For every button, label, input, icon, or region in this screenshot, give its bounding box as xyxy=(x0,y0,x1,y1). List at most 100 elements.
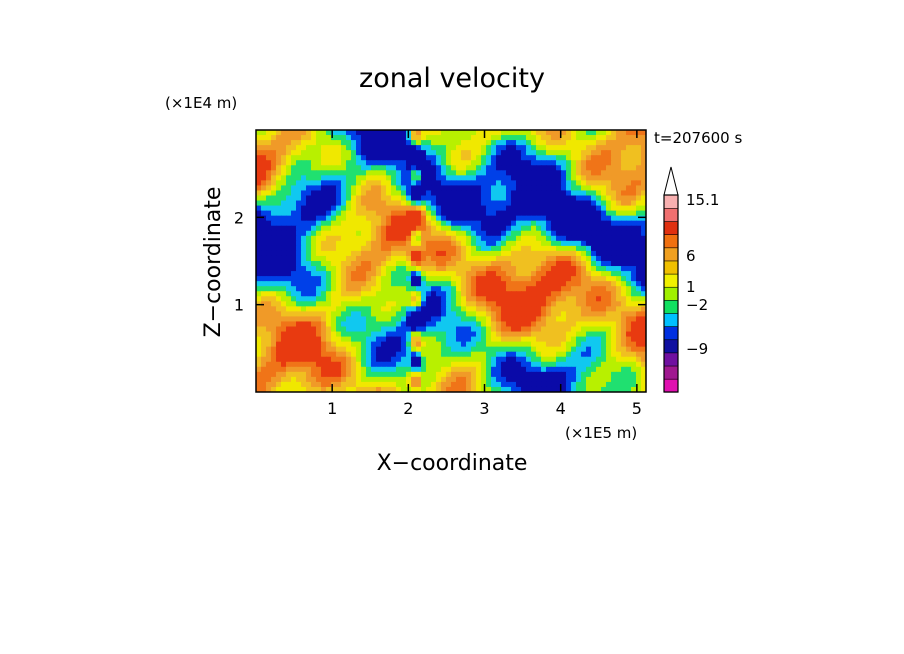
field-cell xyxy=(506,250,512,257)
field-cell xyxy=(451,291,457,297)
field-cell xyxy=(426,225,432,232)
field-cell xyxy=(621,301,627,307)
field-cell xyxy=(541,261,547,267)
field-cell xyxy=(461,291,467,297)
field-cell xyxy=(506,185,512,192)
field-cell xyxy=(501,386,507,392)
field-cell xyxy=(471,381,477,388)
field-cell xyxy=(556,366,562,373)
field-cell xyxy=(291,140,297,146)
field-cell xyxy=(321,376,327,383)
field-cell xyxy=(446,386,452,392)
field-cell xyxy=(461,185,467,192)
field-cell xyxy=(541,190,547,197)
field-cell xyxy=(271,130,277,136)
field-cell xyxy=(476,296,482,302)
field-cell xyxy=(276,276,282,282)
field-cell xyxy=(506,356,512,363)
field-cell xyxy=(546,316,552,323)
field-cell xyxy=(331,205,337,212)
field-cell xyxy=(556,371,562,378)
field-cell xyxy=(501,321,507,328)
field-cell xyxy=(391,130,397,136)
field-cell xyxy=(376,326,382,333)
field-cell xyxy=(471,301,477,307)
field-cell xyxy=(326,160,332,166)
field-cell xyxy=(586,276,592,282)
field-cell xyxy=(496,276,502,282)
field-cell xyxy=(641,130,646,136)
field-cell xyxy=(366,235,372,242)
field-cell xyxy=(301,160,307,166)
field-cell xyxy=(486,185,492,192)
field-cell xyxy=(461,371,467,378)
field-cell xyxy=(581,145,587,151)
field-cell xyxy=(596,286,602,292)
field-cell xyxy=(641,261,646,267)
field-cell xyxy=(446,185,452,192)
field-cell xyxy=(631,215,637,222)
field-cell xyxy=(441,170,447,176)
field-cell xyxy=(476,140,482,146)
field-cell xyxy=(261,281,267,287)
field-cell xyxy=(576,356,582,363)
field-cell xyxy=(471,145,477,151)
field-cell xyxy=(431,205,437,212)
field-cell xyxy=(546,240,552,247)
field-cell xyxy=(401,266,407,272)
field-cell xyxy=(571,140,577,146)
field-cell xyxy=(506,341,512,348)
field-cell xyxy=(506,155,512,161)
field-cell xyxy=(421,286,427,292)
field-cell xyxy=(301,205,307,212)
field-cell xyxy=(411,346,417,353)
field-cell xyxy=(311,210,317,217)
field-cell xyxy=(256,271,262,277)
field-cell xyxy=(416,170,422,176)
field-cell xyxy=(481,150,487,156)
field-cell xyxy=(451,376,457,383)
field-cell xyxy=(491,210,497,217)
field-cell xyxy=(606,261,612,267)
field-cell xyxy=(356,316,362,323)
field-cell xyxy=(426,205,432,212)
field-cell xyxy=(261,220,267,227)
field-cell xyxy=(266,215,272,222)
field-cell xyxy=(441,200,447,207)
field-cell xyxy=(641,361,646,368)
field-cell xyxy=(436,381,442,388)
field-cell xyxy=(451,255,457,262)
field-cell xyxy=(531,301,537,307)
field-cell xyxy=(576,281,582,287)
field-cell xyxy=(266,135,272,141)
field-cell xyxy=(416,286,422,292)
field-cell xyxy=(631,366,637,373)
field-cell xyxy=(386,190,392,197)
field-cell xyxy=(491,200,497,207)
field-cell xyxy=(326,301,332,307)
field-cell xyxy=(471,291,477,297)
field-cell xyxy=(551,301,557,307)
field-cell xyxy=(306,130,312,136)
field-cell xyxy=(466,180,472,187)
field-cell xyxy=(626,371,632,378)
field-cell xyxy=(331,326,337,333)
field-cell xyxy=(441,245,447,252)
field-cell xyxy=(456,175,462,181)
field-cell xyxy=(586,210,592,217)
field-cell xyxy=(456,321,462,328)
field-cell xyxy=(546,276,552,282)
field-cell xyxy=(381,281,387,287)
field-cell xyxy=(436,316,442,323)
field-cell xyxy=(486,190,492,197)
field-cell xyxy=(581,130,587,136)
field-cell xyxy=(266,386,272,392)
field-cell xyxy=(371,145,377,151)
field-cell xyxy=(611,296,617,302)
field-cell xyxy=(341,261,347,267)
field-cell xyxy=(256,170,262,176)
field-cell xyxy=(416,306,422,312)
field-cell xyxy=(421,200,427,207)
field-cell xyxy=(346,286,352,292)
field-cell xyxy=(421,150,427,156)
